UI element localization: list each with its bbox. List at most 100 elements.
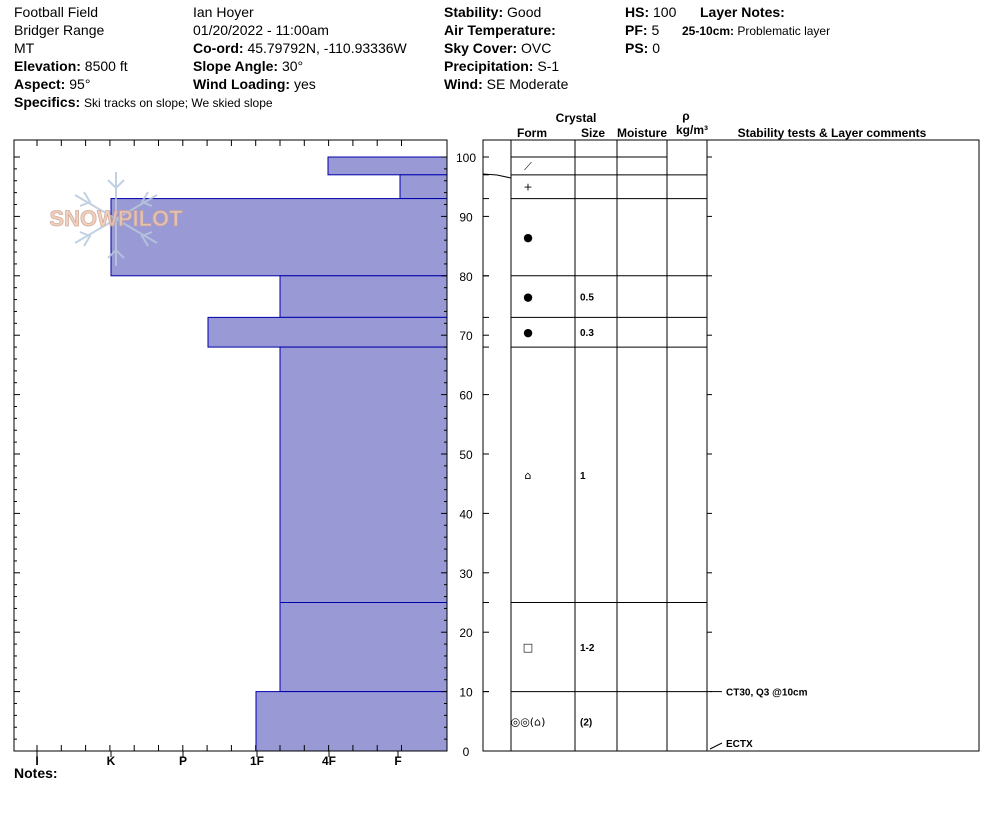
layer-table-cells: ⟋ + ● ● 0.5 ● 0.3 ⌂ 1 □ 1-2 ◎◎(⌂) (2)	[511, 160, 595, 728]
form-symbol: ●	[523, 326, 533, 339]
form-symbol: +	[523, 181, 532, 194]
hardness-bar	[255, 691, 448, 752]
aspect-label: Aspect:	[14, 76, 66, 92]
size-value: 1-2	[580, 643, 595, 654]
air-temp-row: Air Temperature:	[444, 21, 556, 39]
layer-connector	[482, 173, 512, 179]
form-symbol: ●	[523, 291, 533, 304]
stability-test-label: ECTX	[726, 739, 753, 750]
stability-label: Stability:	[444, 4, 504, 20]
hardness-tick-label: F	[394, 754, 401, 768]
height-tick-label: 90	[459, 210, 473, 224]
coord-row: Co-ord: 45.79792N, -110.93336W	[193, 39, 407, 57]
observation-datetime: 01/20/2022 - 11:00am	[193, 22, 329, 38]
hardness-bar	[279, 346, 448, 603]
specifics-value: Ski tracks on slope; We skied slope	[84, 96, 273, 110]
hs-value: 100	[653, 4, 677, 20]
hardness-tick-label: 1F	[250, 754, 264, 768]
wind-loading-value: yes	[293, 76, 316, 92]
sky-label: Sky Cover:	[444, 40, 518, 56]
form-symbol: ◎◎(⌂)	[511, 715, 546, 728]
form-header: Form	[517, 126, 547, 140]
size-value: 0.5	[580, 293, 594, 304]
snowpilot-logo: SNOWPILOT	[49, 172, 184, 266]
elevation-row: Elevation: 8500 ft	[14, 57, 128, 75]
form-symbol: □	[523, 641, 533, 654]
stability-tests: CT30, Q3 @10cm ECTX	[709, 688, 808, 750]
hardness-tick-label: K	[107, 754, 116, 768]
pf-label: PF:	[625, 22, 648, 38]
ps-value: 0	[652, 40, 661, 56]
height-tick-label: 60	[459, 389, 473, 403]
hardness-axis-labels: I K P 1F 4F F	[35, 751, 402, 768]
hardness-bar	[207, 316, 448, 348]
hardness-bar	[279, 275, 448, 318]
height-axis-labels: 0 10 20 30 40 50 60 70 80 90 100	[456, 151, 476, 759]
size-value: (2)	[580, 717, 592, 728]
ps-label: PS:	[625, 40, 649, 56]
wind-loading-label: Wind Loading:	[193, 76, 291, 92]
slope-label: Slope Angle:	[193, 58, 279, 74]
logo-text: SNOWPILOT	[49, 206, 183, 231]
wind-loading-row: Wind Loading: yes	[193, 75, 316, 93]
layer-notes-title: Layer Notes:	[700, 4, 785, 20]
hardness-plot-frame	[13, 139, 448, 752]
slope-value: 30°	[281, 58, 304, 74]
density-header: kg/m³	[676, 123, 708, 137]
test-pointer	[709, 742, 723, 750]
stability-row: Stability: Good	[444, 3, 541, 21]
height-tick-label: 50	[459, 448, 473, 462]
site-range: Bridger Range	[14, 22, 105, 38]
elevation-label: Elevation:	[14, 58, 81, 74]
hs-row: HS: 100	[625, 3, 676, 21]
wind-label: Wind:	[444, 76, 483, 92]
form-symbol: ⌂	[525, 469, 532, 482]
size-value: 1	[580, 471, 586, 482]
coord-label: Co-ord:	[193, 40, 244, 56]
layer-note: 25-10cm: Problematic layer	[682, 22, 830, 40]
air-temp-label: Air Temperature:	[444, 22, 556, 38]
layer-note-range: 25-10cm:	[682, 24, 735, 38]
crystal-header: Crystal	[556, 111, 597, 125]
notes-label: Notes:	[14, 765, 58, 781]
stability-value: Good	[507, 4, 542, 20]
sky-value: OVC	[521, 40, 552, 56]
wind-value: SE Moderate	[486, 76, 569, 92]
sky-row: Sky Cover: OVC	[444, 39, 551, 57]
hardness-axis-ticks	[14, 140, 447, 752]
form-symbol: ⟋	[524, 160, 532, 173]
ps-row: PS: 0	[625, 39, 660, 57]
height-tick-label: 100	[456, 151, 476, 165]
hardness-bar	[279, 602, 448, 693]
hardness-tick-label: I	[35, 754, 38, 768]
size-value: 0.3	[580, 328, 594, 339]
precip-row: Precipitation: S-1	[444, 57, 559, 75]
height-tick-label: 20	[459, 626, 473, 640]
hardness-tick-label: P	[179, 754, 187, 768]
hardness-tick-label: 4F	[322, 754, 336, 768]
height-tick-label: 80	[459, 270, 473, 284]
pf-row: PF: 5	[625, 21, 659, 39]
site-state: MT	[14, 40, 35, 56]
height-tick-label: 0	[463, 745, 470, 759]
aspect-value: 95°	[69, 76, 91, 92]
coord-value: 45.79792N, -110.93336W	[247, 40, 407, 56]
layer-table-grid	[482, 140, 712, 752]
moisture-header: Moisture	[617, 126, 667, 140]
specifics-label: Specifics:	[14, 94, 81, 110]
layer-table-frame	[482, 139, 980, 752]
precip-label: Precipitation:	[444, 58, 534, 74]
rho-header: ρ	[682, 109, 689, 123]
hardness-bar	[399, 174, 448, 200]
layer-note-text: Problematic layer	[737, 24, 831, 38]
hardness-bar	[327, 156, 448, 176]
stability-test-label: CT30, Q3 @10cm	[726, 688, 808, 699]
aspect-row: Aspect: 95°	[14, 75, 90, 93]
observer-name: Ian Hoyer	[193, 4, 254, 20]
elevation-value: 8500 ft	[84, 58, 128, 74]
form-symbol: ●	[523, 231, 533, 244]
precip-value: S-1	[537, 58, 560, 74]
height-tick-label: 40	[459, 507, 473, 521]
height-tick-label: 10	[459, 686, 473, 700]
